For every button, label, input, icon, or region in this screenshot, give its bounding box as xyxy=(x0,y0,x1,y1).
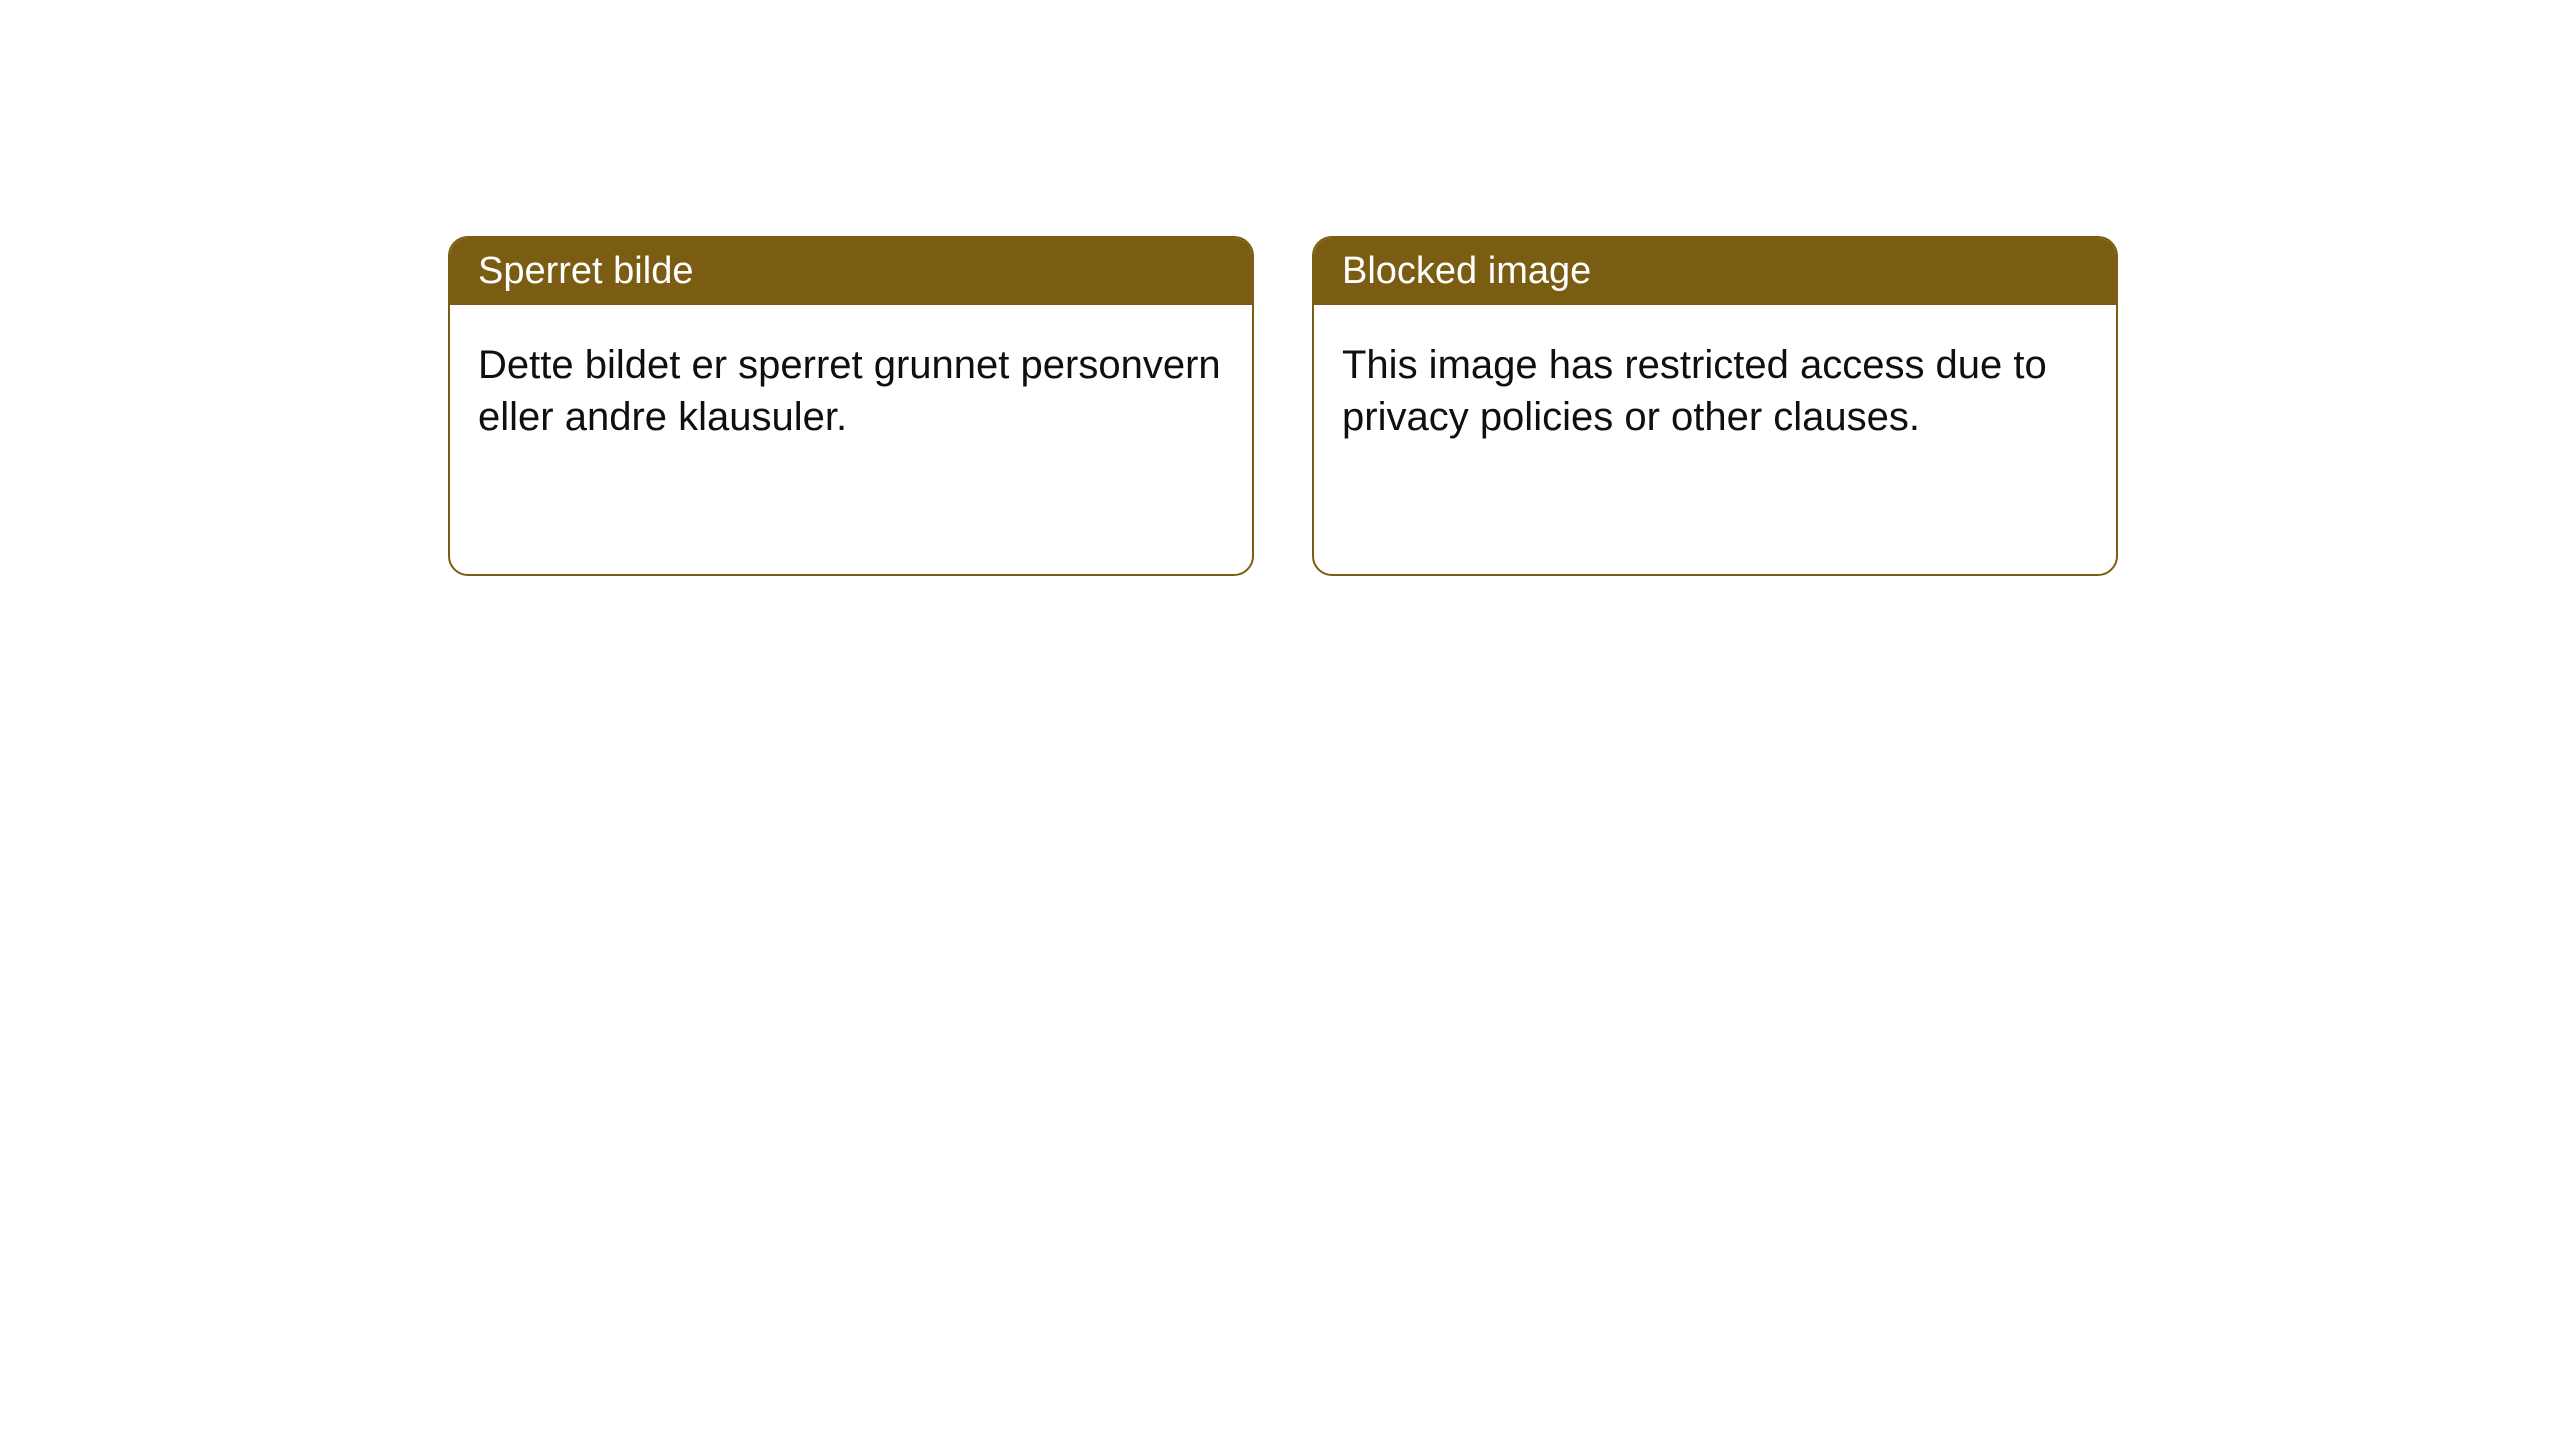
card-body-text: This image has restricted access due to … xyxy=(1342,343,2047,439)
notice-card-english: Blocked image This image has restricted … xyxy=(1312,236,2118,576)
notice-card-norwegian: Sperret bilde Dette bildet er sperret gr… xyxy=(448,236,1254,576)
card-body-text: Dette bildet er sperret grunnet personve… xyxy=(478,343,1221,439)
card-header: Blocked image xyxy=(1314,238,2116,305)
card-body: This image has restricted access due to … xyxy=(1314,305,2116,477)
notice-cards-container: Sperret bilde Dette bildet er sperret gr… xyxy=(0,0,2560,576)
card-body: Dette bildet er sperret grunnet personve… xyxy=(450,305,1252,477)
card-title: Blocked image xyxy=(1342,250,1591,292)
card-header: Sperret bilde xyxy=(450,238,1252,305)
card-title: Sperret bilde xyxy=(478,250,693,292)
